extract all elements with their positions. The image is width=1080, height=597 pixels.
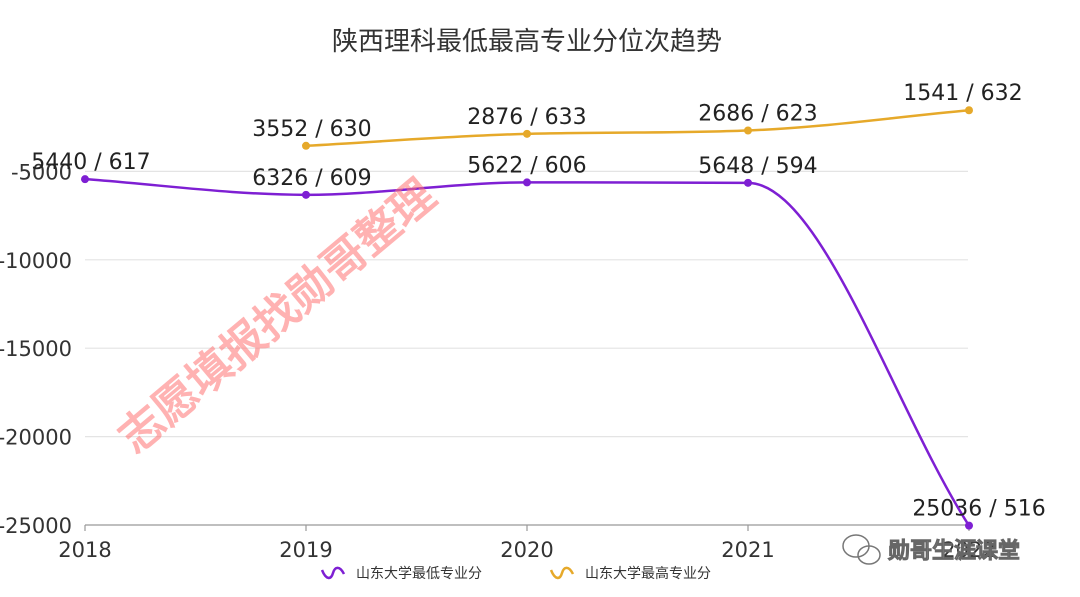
- legend-swatch: [549, 566, 575, 580]
- y-tick-label: -25000: [0, 514, 72, 538]
- x-tick-label: 2020: [500, 538, 553, 562]
- chart-title: 陕西理科最低最高专业分位次趋势: [332, 27, 722, 57]
- data-label: 2876 / 633: [467, 105, 586, 130]
- data-point: [523, 129, 531, 138]
- legend-label: 山东大学最低专业分: [356, 566, 482, 582]
- grid-lines: [85, 170, 968, 438]
- wechat-badge-text: 勋哥生涯课堂: [887, 539, 1020, 564]
- data-label: 5648 / 594: [698, 154, 817, 179]
- legend-label: 山东大学最高专业分: [585, 565, 711, 582]
- data-label: 25036 / 516: [912, 497, 1045, 522]
- wechat-icon: [841, 533, 882, 566]
- data-point: [965, 106, 973, 115]
- legend[interactable]: 山东大学最低专业分 山东大学最高专业分: [320, 565, 711, 582]
- legend-item-1[interactable]: 山东大学最低专业分: [320, 566, 482, 582]
- x-tick-label: 2018: [58, 538, 111, 562]
- x-tick-label: 2021: [721, 538, 774, 562]
- data-point: [302, 141, 310, 150]
- data-label: 6326 / 609: [252, 166, 371, 191]
- series-line-1: [84, 177, 971, 527]
- data-label: 1541 / 632: [903, 81, 1022, 106]
- series-line-2: [305, 109, 970, 148]
- data-point: [81, 175, 89, 184]
- data-label: 2686 / 623: [698, 101, 817, 126]
- data-label: 5440 / 617: [31, 150, 150, 175]
- series-lines: [81, 106, 973, 530]
- data-point: [744, 178, 752, 187]
- y-tick-label: -10000: [0, 249, 72, 273]
- y-tick-label: -20000: [0, 426, 72, 450]
- data-point: [744, 126, 752, 135]
- legend-item-2[interactable]: 山东大学最高专业分: [549, 565, 711, 582]
- watermark-text: 志愿填报找勋哥整理: [109, 170, 445, 464]
- data-point: [965, 521, 973, 530]
- data-label: 3552 / 630: [252, 117, 371, 142]
- x-tick-label: 2019: [279, 538, 332, 562]
- legend-swatch: [320, 566, 346, 580]
- data-point: [302, 190, 310, 199]
- y-tick-label: -15000: [0, 337, 72, 361]
- x-tick-label: 2022: [942, 538, 995, 562]
- data-point: [523, 178, 531, 187]
- data-label: 5622 / 606: [467, 153, 586, 178]
- y-tick-label: -5000: [11, 160, 72, 184]
- data-labels: 5440 / 617 6326 / 609 5622 / 606 5648 / 594…: [31, 81, 1045, 521]
- wechat-badge: 勋哥生涯课堂: [841, 533, 1020, 566]
